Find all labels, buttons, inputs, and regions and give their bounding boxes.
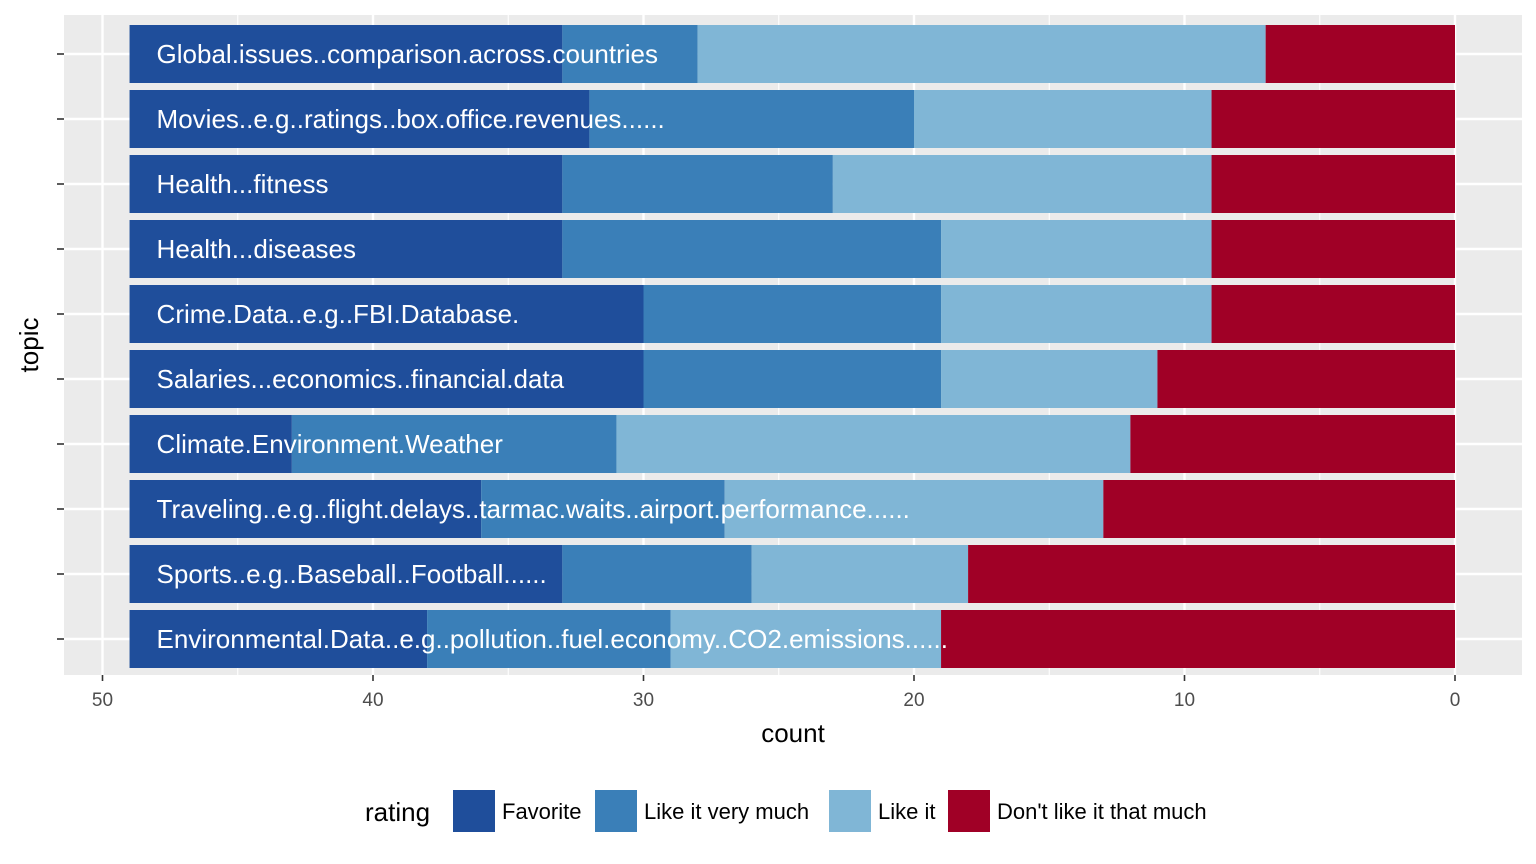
bar-segment <box>481 480 725 538</box>
bars <box>129 25 1455 668</box>
legend-label: Like it very much <box>644 799 809 824</box>
bar-segment <box>941 350 1158 408</box>
bar-segment <box>941 285 1212 343</box>
x-tick-label: 10 <box>1174 690 1195 711</box>
legend-label: Don't like it that much <box>997 799 1207 824</box>
bar-segment <box>643 350 942 408</box>
bar-segment <box>751 545 969 603</box>
x-tick-label: 20 <box>903 690 924 711</box>
x-tick-label: 0 <box>1450 690 1461 711</box>
bar-segment <box>562 545 752 603</box>
y-axis-title: topic <box>14 318 44 373</box>
bar-segment <box>616 415 1131 473</box>
bar-segment <box>562 25 698 83</box>
bar-segment <box>129 25 563 83</box>
bar-segment <box>941 610 1455 668</box>
bar-segment <box>589 90 914 148</box>
bar-labels: Global.issues..comparison.across.countri… <box>157 39 948 654</box>
legend-key <box>948 790 990 832</box>
bar-segment <box>1211 220 1455 278</box>
bar-segment <box>129 415 292 473</box>
bar-segment <box>129 545 563 603</box>
bar-segment <box>1103 480 1455 538</box>
bar-segment <box>427 610 671 668</box>
bar-segment <box>724 480 1104 538</box>
bar-segment <box>129 610 428 668</box>
bar-segment <box>1211 155 1455 213</box>
legend-key <box>595 790 637 832</box>
x-axis-title: count <box>761 718 825 748</box>
bar-segment <box>129 350 644 408</box>
bar-segment <box>832 155 1212 213</box>
bar-label: Health...diseases <box>157 234 356 264</box>
bar-segment <box>1130 415 1455 473</box>
x-tick-label: 30 <box>633 690 654 711</box>
bar-segment <box>1157 350 1455 408</box>
legend: rating Favorite Like it very much Like it D… <box>365 790 1207 832</box>
legend-title: rating <box>365 797 430 827</box>
bar-label: Health...fitness <box>157 169 329 199</box>
bar-segment <box>291 415 617 473</box>
bar-segment <box>670 610 942 668</box>
bar-segment <box>941 220 1212 278</box>
bar-label: Crime.Data..e.g..FBI.Database. <box>157 299 520 329</box>
bar-segment <box>1211 285 1455 343</box>
bar-segment <box>697 25 1266 83</box>
bar-segment <box>129 220 563 278</box>
x-tick-label: 50 <box>92 690 113 711</box>
bar-label: Environmental.Data..e.g..pollution..fuel… <box>157 624 948 654</box>
legend-key <box>453 790 495 832</box>
bar-segment <box>562 220 942 278</box>
bar-label: Traveling..e.g..flight.delays..tarmac.wa… <box>157 494 910 524</box>
bar-segment <box>643 285 942 343</box>
legend-label: Favorite <box>502 799 581 824</box>
bar-label: Global.issues..comparison.across.countri… <box>157 39 658 69</box>
bar-label: Sports..e.g..Baseball..Football...... <box>157 559 547 589</box>
bar-segment <box>129 285 644 343</box>
bar-segment <box>129 480 482 538</box>
bar-segment <box>129 90 590 148</box>
legend-key <box>829 790 871 832</box>
bar-label: Salaries...economics..financial.data <box>157 364 565 394</box>
legend-label: Like it <box>878 799 935 824</box>
bar-segment <box>968 545 1455 603</box>
bar-segment <box>562 155 833 213</box>
bar-segment <box>129 155 563 213</box>
y-axis-ticks <box>57 53 64 640</box>
bar-label: Movies..e.g..ratings..box.office.revenue… <box>157 104 665 134</box>
bar-segment <box>1265 25 1455 83</box>
bar-label: Climate.Environment.Weather <box>157 429 504 459</box>
x-axis-ticks: 50 40 30 20 10 0 <box>92 675 1460 711</box>
x-tick-label: 40 <box>362 690 383 711</box>
bar-segment <box>914 90 1212 148</box>
bar-segment <box>1211 90 1455 148</box>
